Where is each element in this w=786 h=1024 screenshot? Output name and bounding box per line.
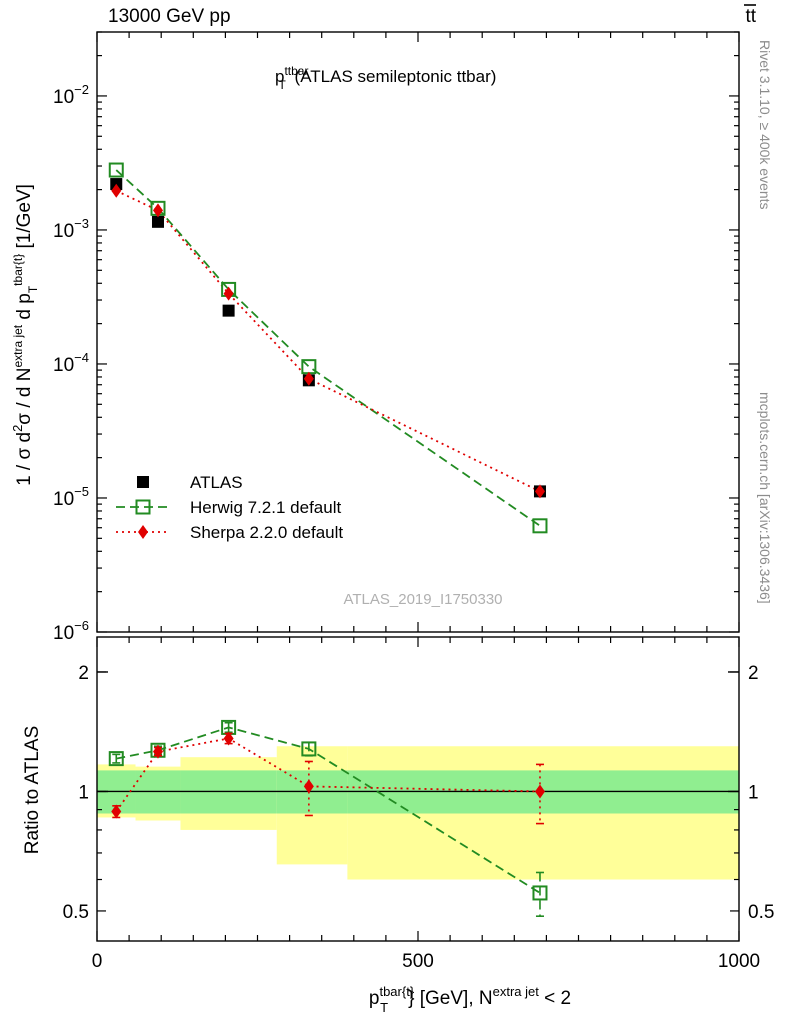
ratio-y-tick-label: 1 [78,782,89,803]
ratio-y-axis-label: Ratio to ATLAS [22,726,43,855]
series-line-sherpa [115,189,541,493]
data-point-sherpa [152,203,163,218]
ratio-point-sherpa [152,744,163,759]
y-tick-label: 10−5 [53,484,89,510]
series-line-herwig [115,169,541,527]
ratio-point-herwig [532,885,548,901]
ratio-point-sherpa [534,784,545,799]
x-tick-label: 1000 [718,951,760,972]
data-point-atlas [222,304,235,317]
data-point-sherpa [534,484,545,499]
x-tick-label: 500 [402,951,434,972]
y-tick-label: 10−3 [53,216,89,242]
data-point-atlas [151,215,164,228]
process-label: tt [745,6,756,27]
legend-marker [137,476,149,488]
main-panel-frame [96,31,740,633]
legend-label: Sherpa 2.2.0 default [190,523,343,542]
ratio-point-herwig [108,751,124,767]
legend-marker [138,525,148,539]
ratio-point-herwig [301,741,317,757]
legend-label: ATLAS [190,473,243,492]
ratio-y-tick-label-right: 2 [748,663,759,684]
ratio-y-tick-label-right: 0.5 [748,902,774,923]
x-tick-label: 0 [92,951,103,972]
data-point-sherpa [303,371,314,386]
legend-label: Herwig 7.2.1 default [190,498,341,517]
legend: ATLAS Herwig 7.2.1 default Sherpa 2.2.0 de… [116,473,343,542]
ratio-y-tick-label: 0.5 [63,902,89,923]
ratio-point-sherpa [111,804,122,819]
x-axis-label: ptbar{t} T} [GeV], Nextra jet < 2 [369,984,571,1015]
analysis-id-watermark: ATLAS_2019_I1750330 [343,591,502,608]
data-point-sherpa [111,183,122,198]
y-axis-label: 1 / σ d2σ / d Nextra jet d pTtbar{t} [1/… [10,184,40,486]
mcplots-credit-text: mcplots.cern.ch [arXiv:1306.3436] [757,392,773,604]
ratio-point-sherpa [303,779,314,794]
ratio-point-sherpa [223,731,234,746]
data-point-sherpa [223,286,234,301]
beam-label: 13000 GeV pp [108,6,231,27]
y-tick-label: 10−4 [53,350,89,376]
data-point-herwig [108,162,124,178]
rivet-version-text: Rivet 3.1.10, ≥ 400k events [757,40,773,210]
main-data-layer [108,162,548,534]
header: 13000 GeV pp tt [108,4,757,27]
ratio-y-tick-label: 2 [78,663,89,684]
legend-marker [135,499,151,515]
y-tick-label: 10−6 [53,618,89,644]
ratio-y-tick-label-right: 1 [748,782,759,803]
ratio-panel: 2 2 1 1 0.5 0.5 Ratio to ATLAS [22,636,774,942]
data-point-herwig [532,518,548,534]
y-tick-label: 10−2 [53,82,89,108]
plot-title: pttbar T (ATLAS semileptonic ttbar) [275,64,496,92]
